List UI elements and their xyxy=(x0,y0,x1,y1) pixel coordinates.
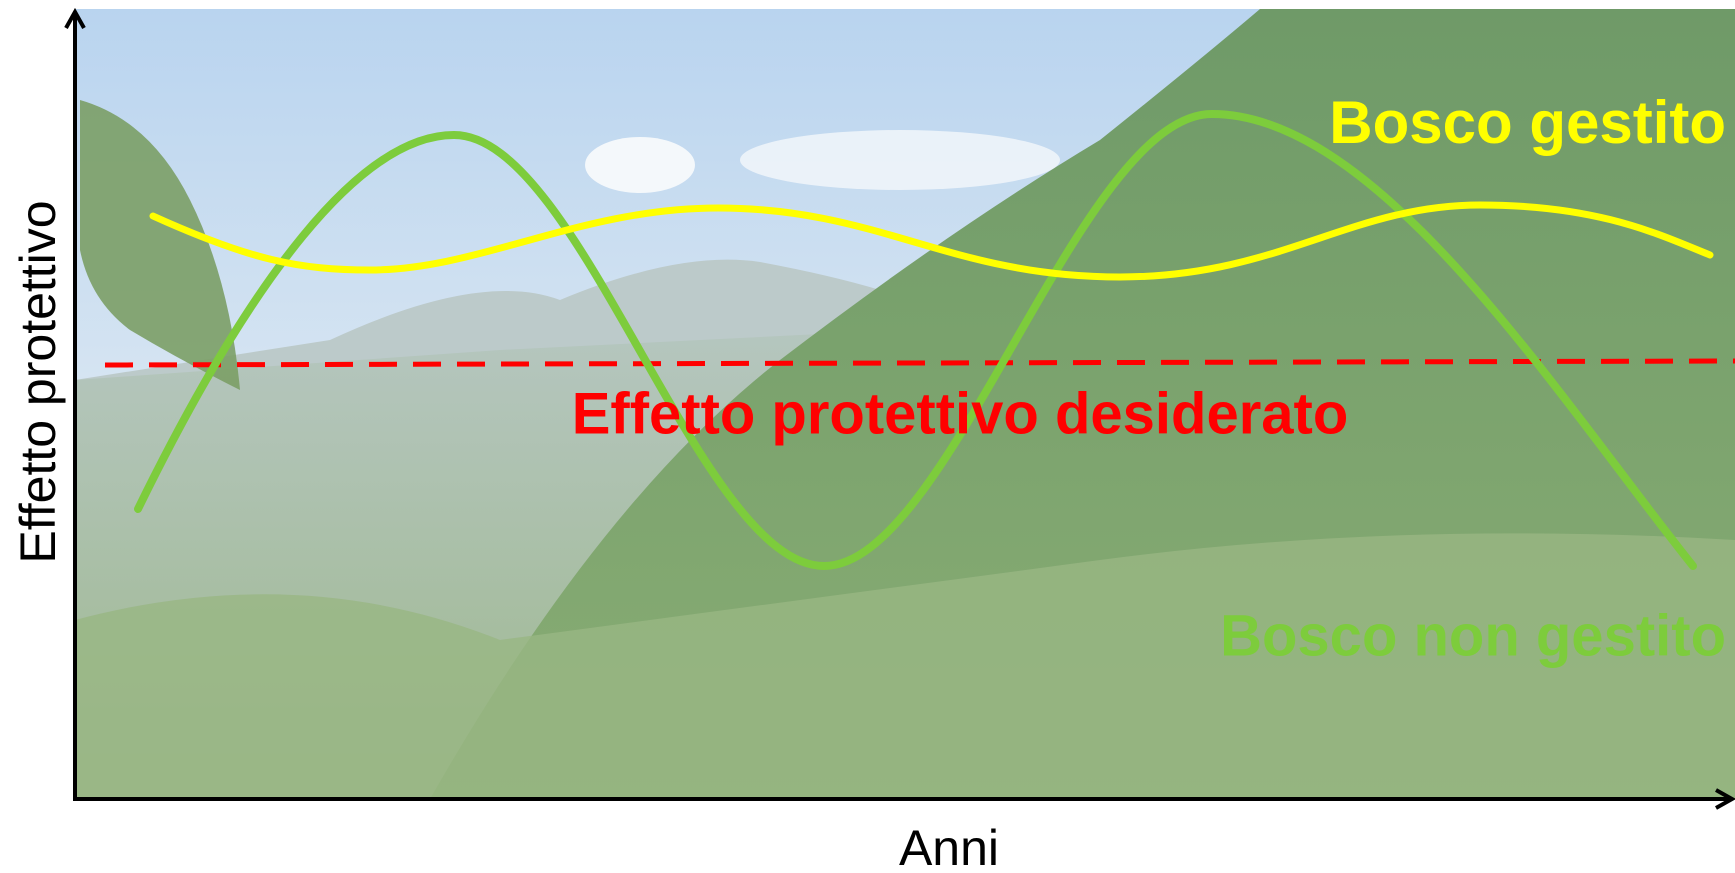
y-axis-label: Effetto protettivo xyxy=(10,200,66,563)
unmanaged-curve xyxy=(134,109,1697,571)
x-axis-label: Anni xyxy=(899,820,999,873)
threshold-label: Effetto protettivo desiderato xyxy=(572,381,1349,446)
y-axis-arrow xyxy=(64,7,86,29)
x-axis-arrow xyxy=(1715,788,1735,810)
managed-curve xyxy=(149,201,1714,281)
unmanaged-label: Bosco non gestito xyxy=(1220,603,1726,668)
managed-label: Bosco gestito xyxy=(1329,89,1726,156)
threshold-line xyxy=(104,358,1735,368)
